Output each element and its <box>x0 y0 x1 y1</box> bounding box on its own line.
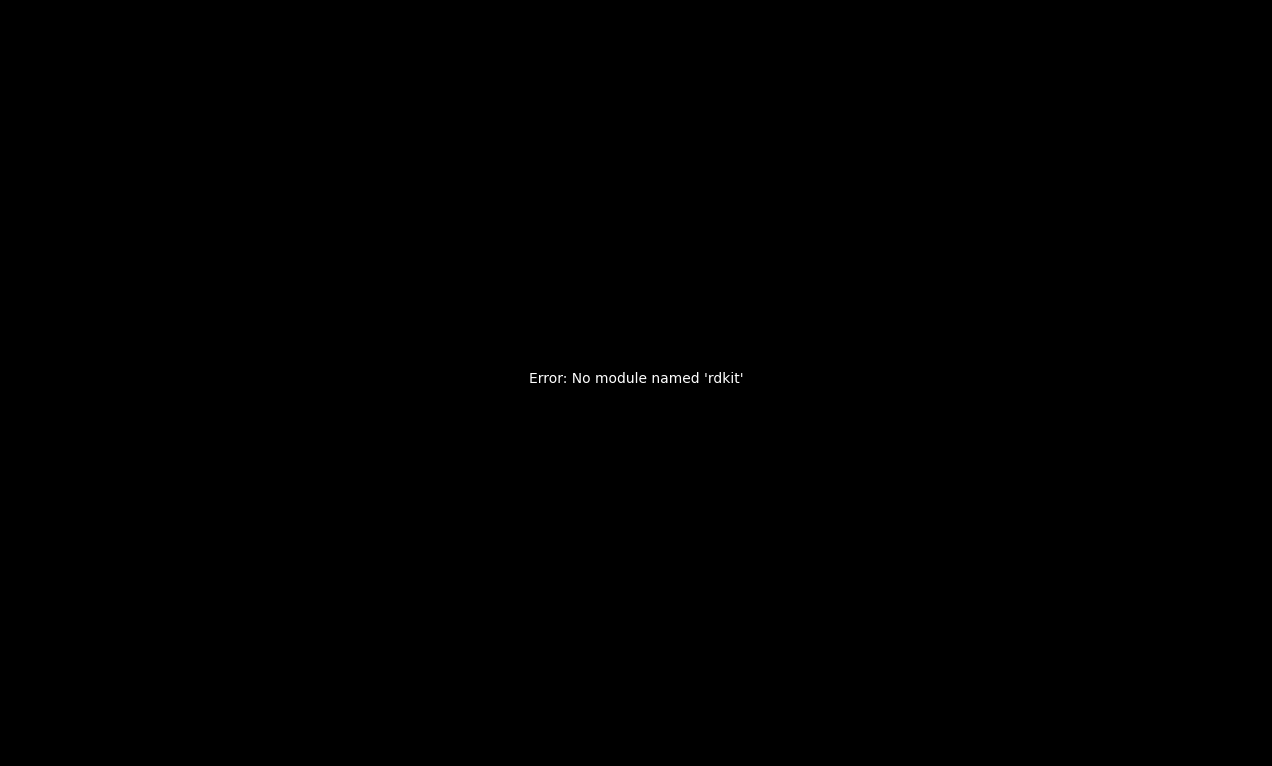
Text: Error: No module named 'rdkit': Error: No module named 'rdkit' <box>529 372 743 386</box>
